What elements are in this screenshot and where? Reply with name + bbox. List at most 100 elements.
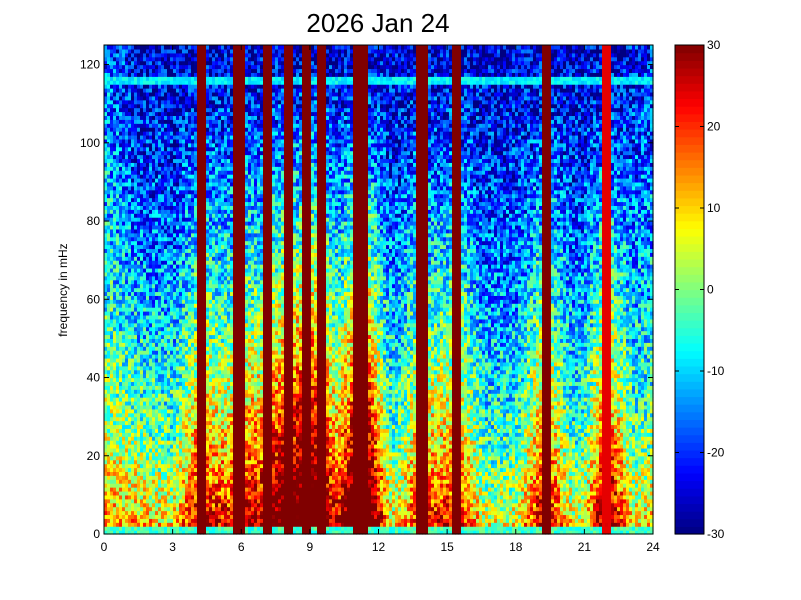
heatmap-cell	[188, 522, 192, 527]
heatmap-cell	[122, 48, 126, 54]
heatmap-cell	[161, 440, 165, 445]
heatmap-cell	[164, 221, 168, 226]
heatmap-cell	[164, 357, 168, 363]
heatmap-cell	[107, 447, 111, 453]
heatmap-cell	[134, 205, 138, 210]
heatmap-cell	[173, 48, 177, 54]
heatmap-cell	[176, 88, 180, 93]
heatmap-cell	[188, 428, 192, 433]
heatmap-cell	[122, 404, 126, 410]
heatmap-cell	[179, 361, 183, 367]
heatmap-cell	[119, 213, 123, 218]
heatmap-cell	[170, 490, 174, 496]
heatmap-cell	[179, 193, 183, 199]
heatmap-cell	[119, 463, 123, 469]
heatmap-cell	[161, 400, 165, 406]
heatmap-cell	[164, 397, 168, 402]
heatmap-cell	[167, 522, 171, 527]
heatmap-cell	[185, 385, 189, 390]
heatmap-cell	[191, 275, 195, 281]
heatmap-cell	[146, 60, 150, 66]
heatmap-cell	[173, 342, 177, 347]
heatmap-cell	[161, 232, 165, 238]
heatmap-cell	[176, 72, 180, 77]
heatmap-cell	[173, 154, 177, 160]
heatmap-cell	[179, 154, 183, 160]
heatmap-cell	[116, 52, 120, 58]
heatmap-cell	[143, 283, 147, 289]
heatmap-cell	[146, 99, 150, 105]
heatmap-cell	[146, 205, 150, 210]
heatmap-cell	[140, 299, 144, 304]
heatmap-cell	[197, 205, 201, 210]
heatmap-cell	[170, 201, 174, 206]
heatmap-cell	[104, 502, 108, 508]
heatmap-cell	[149, 393, 153, 398]
heatmap-cell	[185, 189, 189, 195]
heatmap-cell	[188, 291, 192, 296]
heatmap-cell	[110, 490, 114, 496]
heatmap-cell	[119, 408, 123, 414]
heatmap-cell	[113, 447, 117, 453]
heatmap-cell	[173, 385, 177, 390]
heatmap-cell	[149, 506, 153, 512]
heatmap-cell	[113, 213, 117, 218]
heatmap-cell	[128, 451, 132, 457]
heatmap-cell	[131, 217, 135, 222]
heatmap-cell	[134, 185, 138, 191]
heatmap-cell	[122, 146, 126, 152]
heatmap-cell	[146, 412, 150, 418]
heatmap-cell	[134, 451, 138, 457]
heatmap-cell	[125, 385, 129, 390]
heatmap-cell	[155, 354, 159, 359]
heatmap-cell	[197, 400, 201, 406]
heatmap-cell	[197, 494, 201, 500]
heatmap-cell	[170, 506, 174, 512]
heatmap-cell	[104, 377, 108, 383]
heatmap-cell	[170, 408, 174, 414]
heatmap-cell	[185, 283, 189, 289]
heatmap-cell	[158, 181, 162, 187]
heatmap-cell	[104, 48, 108, 54]
heatmap-cell	[131, 221, 135, 226]
heatmap-cell	[197, 115, 201, 120]
heatmap-cell	[107, 397, 111, 402]
heatmap-cell	[191, 217, 195, 222]
heatmap-cell	[143, 154, 147, 160]
heatmap-cell	[128, 314, 132, 320]
heatmap-cell	[194, 60, 198, 66]
heatmap-cell	[206, 432, 210, 437]
heatmap-cell	[179, 142, 183, 148]
heatmap-cell	[164, 330, 168, 336]
heatmap-cell	[191, 166, 195, 171]
heatmap-cell	[155, 45, 159, 50]
heatmap-cell	[119, 424, 123, 429]
heatmap-cell	[128, 236, 132, 242]
heatmap-cell	[155, 518, 159, 523]
heatmap-cell	[113, 267, 117, 273]
heatmap-cell	[104, 267, 108, 273]
heatmap-cell	[179, 299, 183, 304]
heatmap-cell	[158, 91, 162, 97]
heatmap-cell	[188, 483, 192, 488]
heatmap-cell	[155, 95, 159, 101]
heatmap-cell	[173, 56, 177, 62]
heatmap-cell	[125, 444, 129, 449]
heatmap-cell	[140, 451, 144, 457]
heatmap-cell	[131, 307, 135, 312]
heatmap-cell	[164, 314, 168, 320]
heatmap-cell	[203, 138, 207, 144]
heatmap-cell	[203, 369, 207, 375]
heatmap-cell	[170, 76, 174, 81]
heatmap-cell	[125, 373, 129, 379]
heatmap-cell	[107, 111, 111, 117]
heatmap-cell	[188, 52, 192, 58]
heatmap-cell	[194, 56, 198, 62]
heatmap-cell	[194, 252, 198, 257]
heatmap-cell	[170, 131, 174, 136]
heatmap-cell	[191, 146, 195, 152]
heatmap-cell	[170, 483, 174, 488]
heatmap-cell	[119, 447, 123, 453]
heatmap-cell	[146, 518, 150, 523]
heatmap-cell	[146, 45, 150, 50]
